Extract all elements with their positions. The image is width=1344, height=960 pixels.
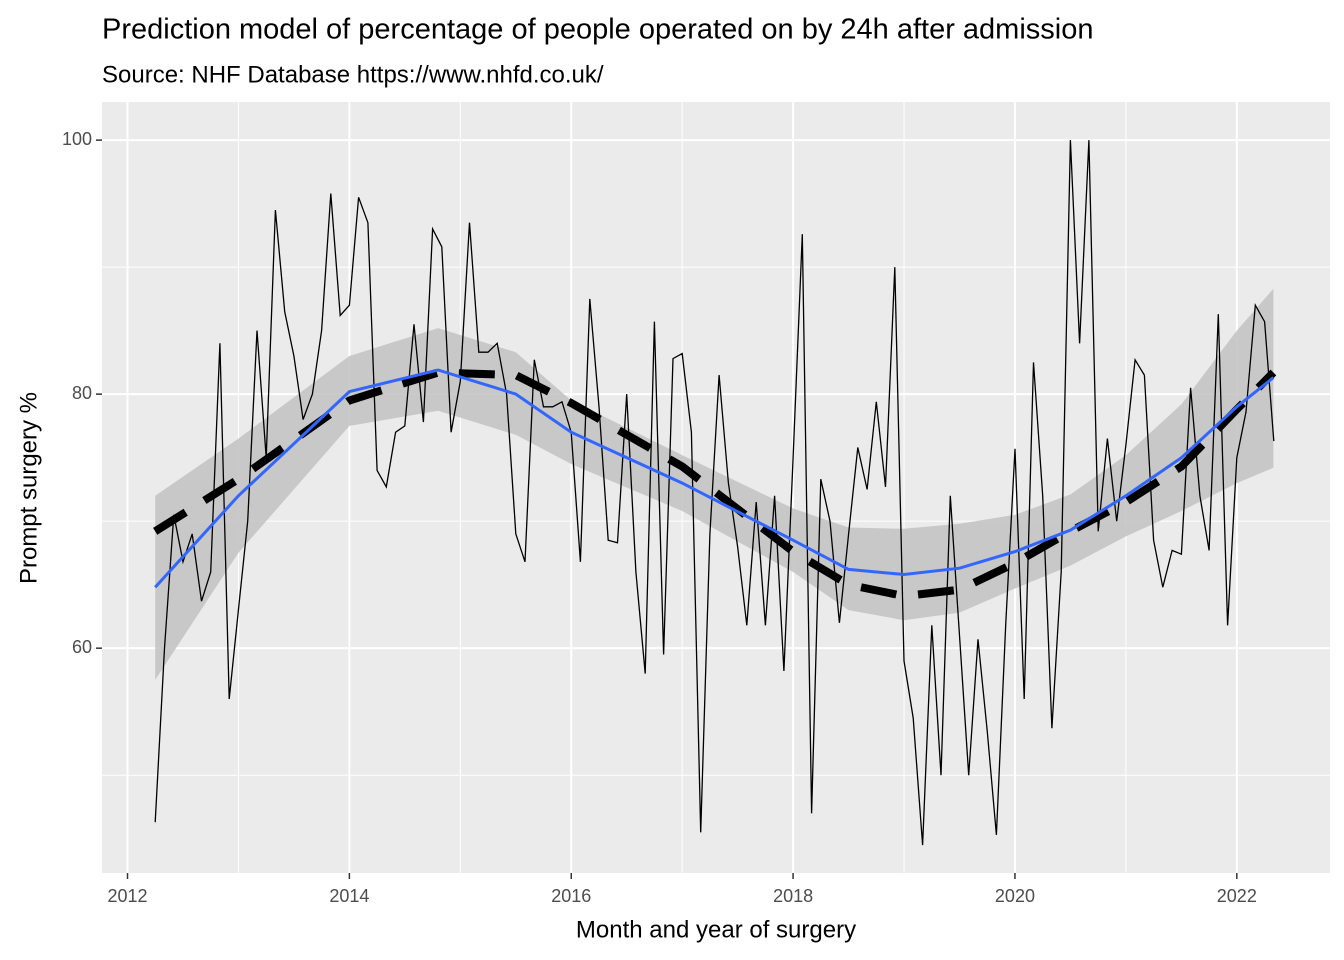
smooth-line [154, 368, 1275, 589]
confidence-band [155, 288, 1274, 680]
x-axis-title: Month and year of surgery [576, 916, 856, 943]
x-tick-label: 2022 [1217, 886, 1257, 906]
y-tick-label: 80 [72, 383, 92, 403]
chart-title: Prediction model of percentage of people… [102, 14, 1093, 46]
x-tick-label: 2016 [551, 886, 591, 906]
x-tick-label: 2014 [329, 886, 369, 906]
y-tick-label: 100 [62, 129, 92, 149]
x-tick-label: 2018 [773, 886, 813, 906]
y-axis-title: Prompt surgery % [15, 392, 42, 584]
y-tick-label: 60 [72, 637, 92, 657]
data-line [154, 140, 1275, 846]
x-tick-label: 2012 [107, 886, 147, 906]
trend-line [153, 368, 1277, 601]
x-tick-label: 2020 [995, 886, 1035, 906]
chart-subtitle: Source: NHF Database https://www.nhfd.co… [102, 61, 604, 88]
